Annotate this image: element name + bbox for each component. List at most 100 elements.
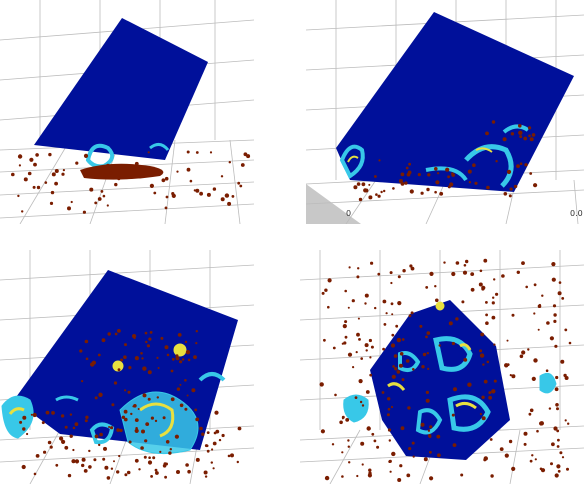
particle	[85, 357, 89, 361]
particle	[554, 473, 559, 478]
particle	[390, 343, 396, 348]
particle	[74, 459, 80, 464]
particle	[156, 396, 159, 399]
particle	[502, 137, 507, 142]
particle	[525, 285, 528, 289]
particle	[149, 183, 154, 188]
particle	[552, 304, 557, 308]
particle	[555, 375, 559, 380]
particle	[110, 467, 114, 470]
particle	[554, 344, 558, 348]
particle	[541, 294, 544, 297]
particle	[511, 466, 516, 471]
particle	[448, 321, 453, 326]
particle	[405, 359, 410, 363]
particle	[408, 314, 412, 318]
particle	[150, 475, 154, 478]
particle	[463, 358, 468, 362]
particle	[17, 154, 23, 159]
particle	[21, 464, 26, 470]
particle	[71, 459, 76, 464]
particle	[493, 278, 496, 281]
particle	[54, 181, 58, 186]
particle	[61, 172, 65, 176]
particle	[237, 426, 242, 431]
particle	[529, 459, 533, 463]
particle	[124, 343, 127, 347]
particle	[397, 478, 402, 482]
particle	[72, 448, 75, 452]
axis-tick-label: 0	[346, 209, 351, 218]
particle	[375, 193, 378, 196]
particle	[179, 383, 182, 386]
particle	[89, 187, 94, 192]
particle	[527, 348, 530, 351]
particle	[186, 150, 190, 154]
particle	[30, 413, 33, 416]
particle	[113, 381, 118, 385]
particle	[84, 339, 89, 344]
particle	[365, 390, 370, 394]
particle	[94, 434, 99, 439]
particle	[556, 445, 560, 448]
particle	[554, 387, 559, 392]
particle	[361, 182, 366, 187]
particle	[334, 393, 337, 397]
particle	[540, 468, 546, 473]
particle	[195, 330, 198, 333]
particle	[189, 179, 193, 183]
particle	[426, 331, 431, 335]
particle	[184, 407, 188, 411]
particle	[83, 153, 89, 158]
particle	[93, 458, 97, 462]
particle	[427, 367, 430, 370]
particle	[528, 412, 532, 416]
axis-tick-label: 0.0	[570, 209, 583, 218]
particle	[91, 360, 96, 365]
particle	[116, 428, 120, 432]
particle	[26, 432, 29, 436]
particle	[22, 427, 26, 431]
particle	[383, 189, 386, 193]
particle	[154, 419, 158, 423]
particle	[468, 181, 472, 184]
particle	[237, 181, 241, 185]
particle	[460, 473, 464, 477]
particle	[94, 396, 98, 400]
particle	[523, 442, 527, 446]
particle	[128, 440, 132, 444]
contact-patch	[85, 143, 170, 169]
particle	[347, 445, 350, 448]
particle	[327, 305, 330, 309]
particle	[206, 192, 211, 197]
particle	[392, 365, 395, 368]
particle	[107, 332, 111, 336]
particle	[69, 413, 73, 416]
particle	[184, 379, 187, 382]
particle	[533, 183, 538, 188]
particle	[382, 299, 387, 304]
particle	[359, 400, 363, 404]
particle	[324, 288, 328, 292]
particle	[408, 447, 412, 451]
particle	[221, 433, 225, 438]
particle	[137, 408, 140, 410]
particle	[195, 151, 199, 154]
particle	[141, 357, 144, 360]
particle	[106, 476, 111, 480]
particle	[124, 389, 127, 392]
particle	[32, 412, 37, 418]
particle	[363, 188, 368, 193]
particle	[434, 167, 438, 171]
particle	[110, 426, 114, 430]
particle	[203, 470, 208, 475]
simulation-plot-1	[0, 0, 254, 224]
particle	[383, 323, 387, 326]
particle	[374, 306, 377, 310]
particle	[94, 201, 98, 205]
particle	[467, 382, 472, 387]
particle	[365, 349, 368, 352]
particle	[357, 317, 360, 320]
particle	[377, 272, 381, 276]
particle	[99, 432, 103, 437]
